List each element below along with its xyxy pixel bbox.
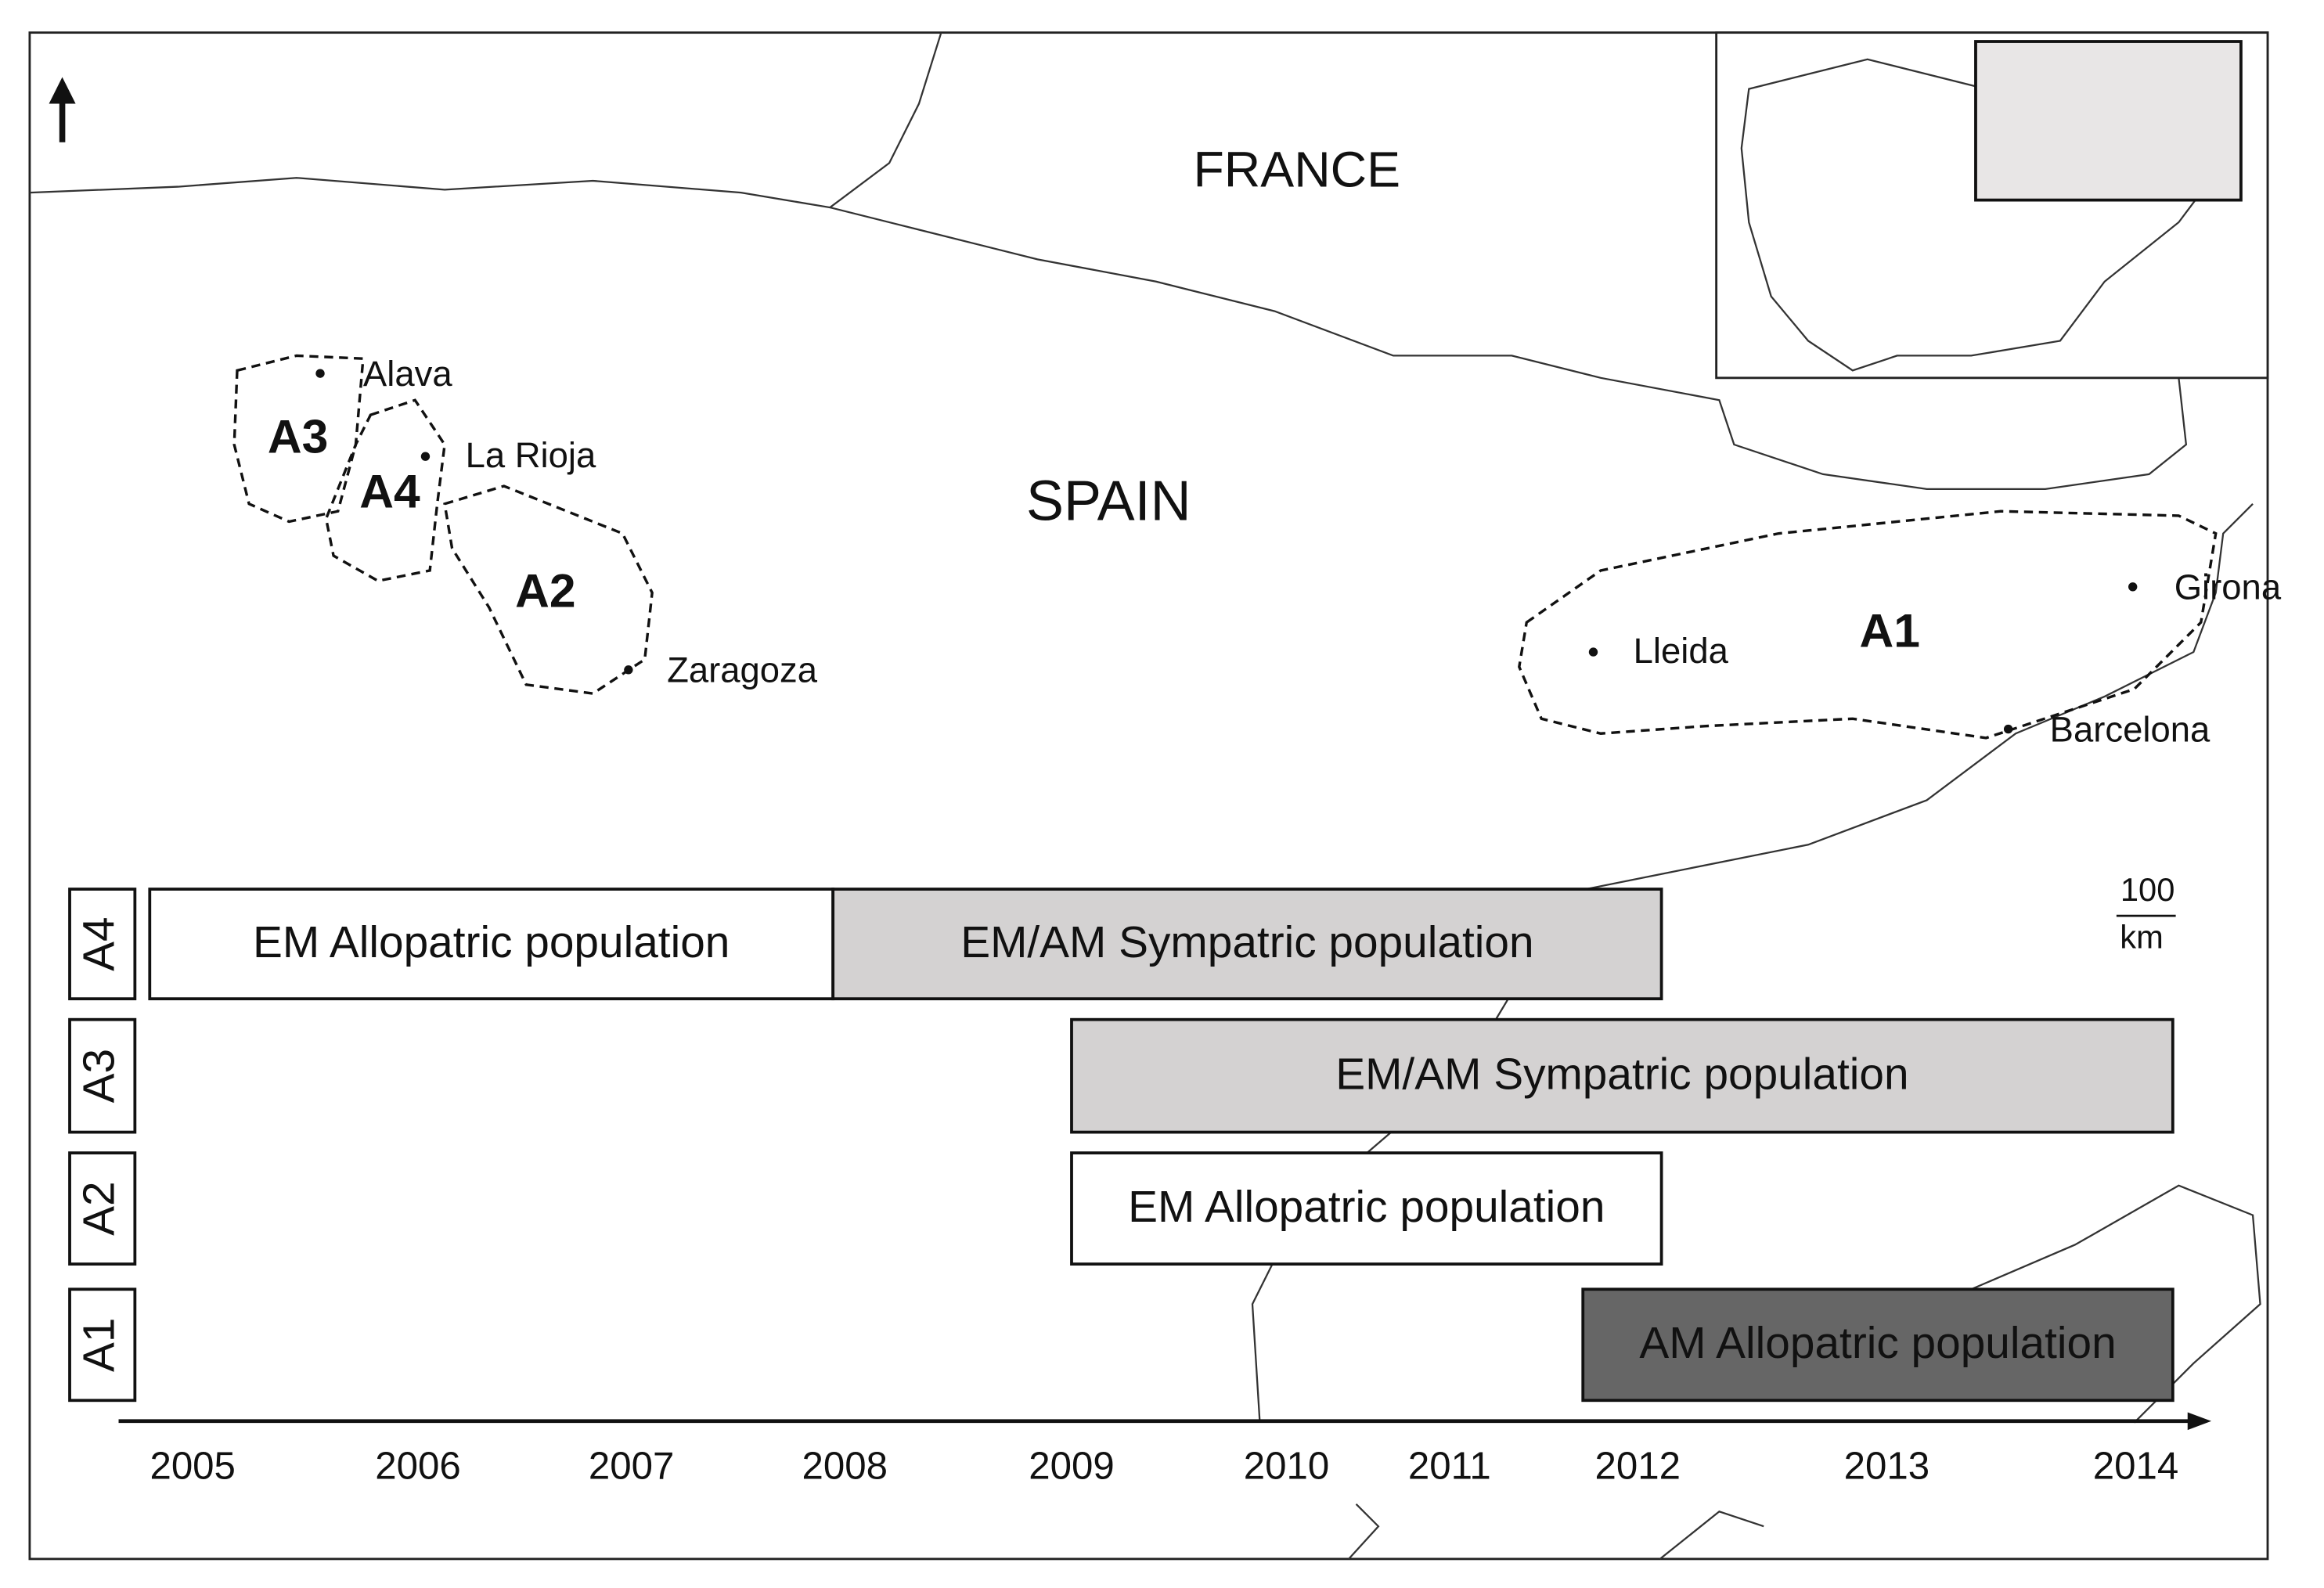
row-label: A4 [75,916,124,970]
timeline: A4 EM Allopatric population EM/AM Sympatri… [68,888,2212,1487]
island [1970,1184,2261,1424]
city-label: Lleida [1634,631,1729,671]
city-dot [2003,724,2013,734]
year-label: 2008 [802,1444,888,1487]
population-bar [1070,1151,1663,1266]
year-label: 2014 [2093,1444,2179,1487]
row-label-box [68,1151,137,1266]
city-dot [2128,582,2138,592]
year-label: 2005 [150,1444,236,1487]
row-label-box [68,1017,137,1134]
country-label: FRANCE [1193,142,1400,198]
city-label: La Rioja [466,435,596,475]
time-axis-arrow [2187,1412,2212,1431]
population-bar [1581,1287,2174,1403]
city-label: Zaragoza [667,650,818,690]
scale-distance: 100 [2120,871,2174,908]
zone-a4 [324,398,446,583]
city-dot [1588,647,1598,657]
row-label: A1 [75,1318,124,1372]
area-label: A1 [1859,603,1919,657]
population-bar [831,888,1663,1001]
africa-coast [1348,1503,1764,1560]
population-label: EM/AM Sympatric population [1335,1050,1908,1100]
zone-a1 [1518,510,2218,740]
border [830,206,2188,490]
city-dot [315,369,325,378]
population-label: AM Allopatric population [1639,1319,2116,1368]
city-label: Barcelona [2050,709,2211,749]
population-label: EM Allopatric population [253,918,730,967]
year-label: 2010 [1244,1444,1330,1487]
area-label: A2 [515,564,575,617]
population-bar [148,888,835,1001]
coastline-north [29,32,942,209]
row-label: A3 [75,1049,124,1103]
year-label: 2009 [1029,1444,1115,1487]
city-dot [624,665,633,675]
population-label: EM Allopatric population [1128,1183,1605,1232]
row-label-box [68,1287,137,1403]
scale-unit: km [2120,918,2164,955]
zone-a3 [232,354,365,524]
population-label: EM/AM Sympatric population [960,918,1533,967]
zone-a2 [443,484,654,695]
north-arrow [49,77,76,142]
inset-extent [1974,40,2243,202]
year-label: 2007 [589,1444,675,1487]
year-label: 2012 [1595,1444,1681,1487]
year-label: 2013 [1844,1444,1930,1487]
inset [1715,31,2269,380]
city-label: Alava [363,354,452,394]
population-bar [1070,1017,2174,1134]
city-dot [420,452,431,461]
row-label: A2 [75,1181,124,1235]
area-label: A4 [359,464,420,517]
year-label: 2011 [1408,1444,1491,1487]
year-label: 2006 [375,1444,461,1487]
row-label-box [68,888,137,1001]
city-label: Girona [2174,567,2282,607]
country-label: SPAIN [1026,470,1191,533]
cities: Alava La Rioja Zaragoza Lleida Girona Ba… [315,354,2282,749]
area-label: A3 [268,409,328,463]
north-arrow-head [49,77,76,104]
scale-bar: 100 km [2116,871,2176,955]
